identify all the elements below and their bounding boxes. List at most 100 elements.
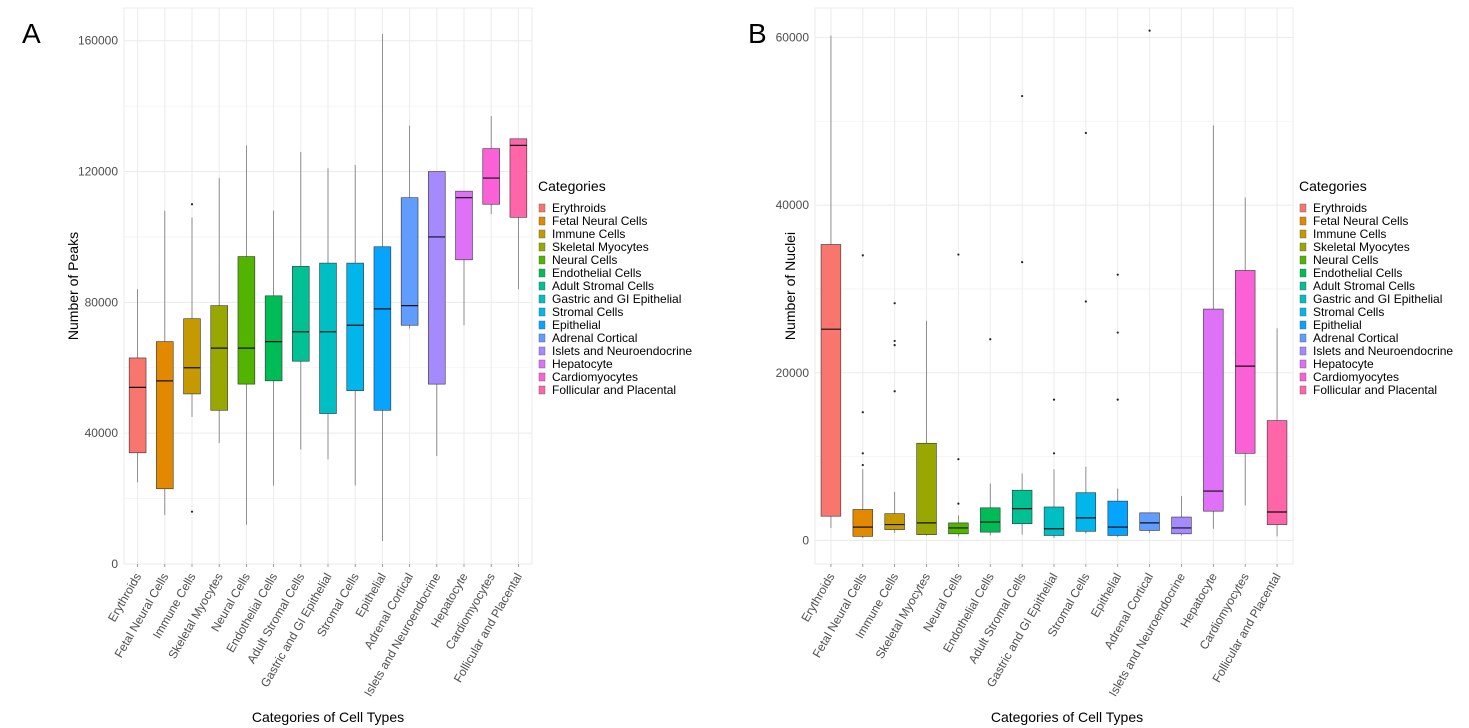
box-endothelial-cells <box>264 210 283 486</box>
legend-item-hepatocyte: Hepatocyte <box>1299 357 1374 371</box>
legend-key <box>1299 268 1307 278</box>
box-gastric-and-gi-epithelial <box>319 168 337 460</box>
y-tick-label: 120000 <box>78 165 118 179</box>
legend-item-skeletal-myocytes: Skeletal Myocytes <box>1299 240 1410 254</box>
legend-item-fetal-neural-cells: Fetal Neural Cells <box>1299 214 1408 228</box>
legend-item-endothelial-cells: Endothelial Cells <box>538 266 641 280</box>
box-cardiomyocytes <box>482 115 500 215</box>
box-body <box>1171 516 1192 535</box>
legend-label: Epithelial <box>1313 318 1362 332</box>
outlier-point <box>861 452 864 455</box>
legend-key <box>1299 229 1307 239</box>
y-tick-label: 160000 <box>78 34 118 48</box>
outlier-point <box>190 203 194 206</box>
legend-item-adult-stromal-cells: Adult Stromal Cells <box>538 279 654 293</box>
legend-label: Erythroids <box>552 201 606 215</box>
legend-label: Islets and Neuroendocrine <box>1313 344 1453 358</box>
legend-item-immune-cells: Immune Cells <box>1299 227 1386 241</box>
box-body <box>509 138 528 218</box>
box-cardiomyocytes <box>1235 197 1256 506</box>
outlier-point <box>989 338 992 341</box>
box-fetal-neural-cells <box>852 254 873 539</box>
legend-item-cardiomyocytes: Cardiomyocytes <box>1299 370 1399 384</box>
legend-key <box>1299 385 1307 395</box>
outlier-point <box>1116 273 1119 276</box>
box-body <box>1075 492 1097 532</box>
legend-key <box>1299 281 1307 291</box>
box-body <box>1043 506 1065 536</box>
outlier-point <box>957 458 960 461</box>
outlier-point <box>861 254 864 257</box>
legend-label: Adrenal Cortical <box>552 331 637 345</box>
box-fetal-neural-cells <box>156 210 174 515</box>
box-body <box>156 341 174 490</box>
legend-item-immune-cells: Immune Cells <box>538 227 625 241</box>
legend-item-skeletal-myocytes: Skeletal Myocytes <box>538 240 649 254</box>
legend-key <box>538 203 546 213</box>
legend-key <box>1299 203 1307 213</box>
box-erythroids <box>128 289 147 483</box>
outlier-point <box>1021 94 1024 98</box>
legend-label: Endothelial Cells <box>552 266 641 280</box>
box-neural-cells <box>237 145 256 525</box>
legend-item-gastric-and-gi-epithelial: Gastric and GI Epithelial <box>538 292 681 306</box>
box-body <box>455 190 473 261</box>
legend-item-epithelial: Epithelial <box>1299 318 1362 332</box>
box-body <box>428 171 446 385</box>
legend-item-adrenal-cortical: Adrenal Cortical <box>1299 331 1398 345</box>
box-body <box>1107 500 1128 536</box>
box-body <box>346 262 364 391</box>
box-stromal-cells <box>1075 131 1097 534</box>
legend-label: Hepatocyte <box>552 357 613 371</box>
outlier-point <box>893 339 896 343</box>
legend-key <box>538 359 546 369</box>
box-hepatocyte <box>1203 125 1224 529</box>
box-body <box>884 513 905 530</box>
box-epithelial <box>1107 273 1128 538</box>
x-axis-title: Categories of Cell Types <box>991 709 1143 725</box>
box-body <box>980 507 1001 533</box>
legend-label: Adrenal Cortical <box>1313 331 1398 345</box>
legend-item-neural-cells: Neural Cells <box>538 253 617 267</box>
box-adult-stromal-cells <box>1011 94 1033 535</box>
legend-item-islets-and-neuroendocrine: Islets and Neuroendocrine <box>538 344 692 358</box>
legend-item-fetal-neural-cells: Fetal Neural Cells <box>538 214 647 228</box>
box-body <box>237 256 256 385</box>
box-stromal-cells <box>346 164 364 486</box>
box-immune-cells <box>884 302 905 533</box>
legend-key <box>538 320 546 330</box>
outlier-point <box>1116 398 1119 401</box>
box-body <box>1266 420 1288 525</box>
legend-key <box>538 333 546 343</box>
legend-key <box>1299 294 1307 304</box>
legend-key <box>538 307 546 317</box>
outlier-point <box>1084 300 1087 303</box>
legend-label: Immune Cells <box>552 227 625 241</box>
outlier-point <box>893 390 896 393</box>
legend-label: Stromal Cells <box>552 305 623 319</box>
legend-label: Skeletal Myocytes <box>1313 240 1410 254</box>
box-body <box>482 148 500 205</box>
box-body <box>400 197 419 326</box>
box-body <box>319 262 337 414</box>
legend-label: Follicular and Placental <box>1313 383 1437 397</box>
outlier-point <box>861 463 864 467</box>
panel-label-a: A <box>22 18 41 49</box>
box-islets-and-neuroendocrine <box>428 171 446 457</box>
outlier-point <box>957 502 960 505</box>
legend-item-epithelial: Epithelial <box>538 318 601 332</box>
legend-item-erythroids: Erythroids <box>1299 201 1367 215</box>
box-body <box>1235 270 1256 454</box>
legend-label: Endothelial Cells <box>1313 266 1402 280</box>
box-body <box>820 244 842 517</box>
legend-item-stromal-cells: Stromal Cells <box>538 305 623 319</box>
y-axis-title: Number of Peaks <box>65 232 81 340</box>
outlier-point <box>1021 260 1024 264</box>
box-body <box>264 295 283 382</box>
legend-label: Gastric and GI Epithelial <box>1313 292 1442 306</box>
box-immune-cells <box>183 203 201 513</box>
legend-item-stromal-cells: Stromal Cells <box>1299 305 1384 319</box>
legend-title: Categories <box>1299 178 1367 194</box>
legend-label: Adult Stromal Cells <box>1313 279 1415 293</box>
